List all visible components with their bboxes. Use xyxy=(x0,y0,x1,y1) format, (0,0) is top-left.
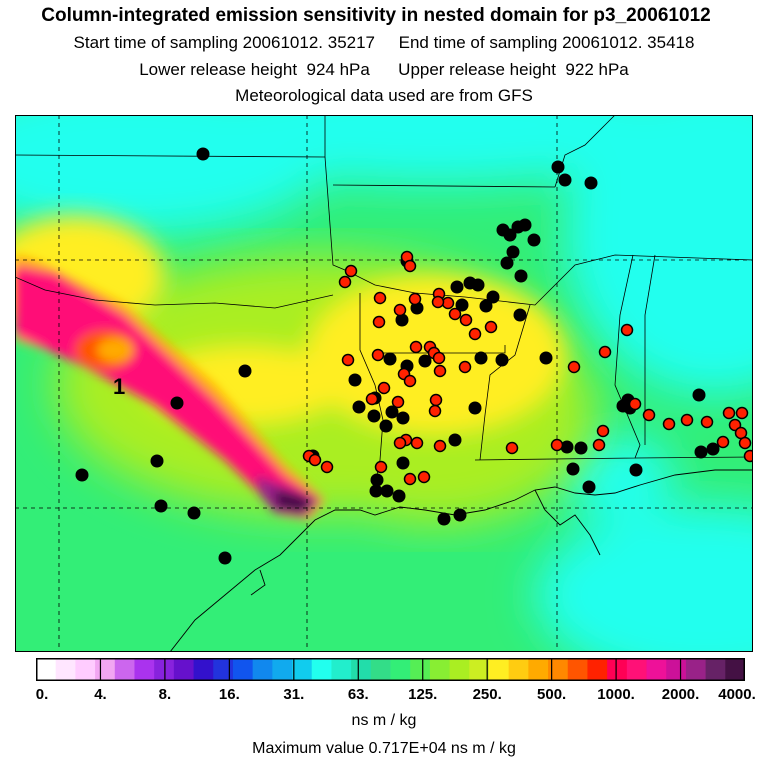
colorbar-swatch xyxy=(154,658,175,681)
colorbar-swatch xyxy=(705,658,726,681)
colorbar-swatch xyxy=(351,658,372,681)
colorbar-swatch xyxy=(114,658,135,681)
colorbar-swatch xyxy=(232,658,254,681)
colorbar-tick-label: 63. xyxy=(347,686,369,703)
colorbar-swatch xyxy=(685,658,707,681)
colorbar-swatch xyxy=(725,658,745,681)
colorbar-swatch xyxy=(508,658,529,681)
colorbar-tick-label: 8. xyxy=(158,686,172,703)
sampling-times: Start time of sampling 20061012. 35217 E… xyxy=(73,33,695,52)
colorbar xyxy=(36,658,745,681)
colorbar-swatch xyxy=(429,658,451,681)
colorbar-swatch xyxy=(528,658,549,681)
release-heights: Lower release height 924 hPa Upper relea… xyxy=(139,60,629,79)
met-data-source: Meteorological data used are from GFS xyxy=(235,86,533,105)
sampling-sites-black xyxy=(75,147,720,565)
colorbar-swatch xyxy=(469,658,490,681)
low-sensitivity-areas xyxy=(15,115,753,652)
colorbar-swatch xyxy=(311,658,332,681)
colorbar-units: ns m / kg xyxy=(351,712,417,729)
colorbar-tick-label: 500. xyxy=(537,686,567,703)
maximum-value: Maximum value 0.717E+04 ns m / kg xyxy=(252,740,516,757)
coastline xyxy=(169,469,753,652)
colorbar-swatch xyxy=(626,658,648,681)
colorbar-swatch xyxy=(213,658,234,681)
colorbar-swatch xyxy=(587,658,608,681)
colorbar-swatch xyxy=(331,658,352,681)
colorbar-tick-label: 125. xyxy=(408,686,438,703)
colorbar-swatch xyxy=(252,658,273,681)
colorbar-swatch xyxy=(95,658,116,681)
colorbar-swatch xyxy=(193,658,214,681)
colorbar-swatch xyxy=(607,658,628,681)
colorbar-swatch xyxy=(666,658,687,681)
sampling-sites-red xyxy=(302,250,753,486)
colorbar-swatch xyxy=(75,658,96,681)
colorbar-swatch xyxy=(370,658,391,681)
state-boundaries xyxy=(15,115,753,496)
colorbar-tick-label: 0. xyxy=(35,686,49,703)
colorbar-swatch xyxy=(55,658,76,681)
colorbar-border xyxy=(36,658,745,681)
colorbar-swatch xyxy=(567,658,588,681)
colorbar-swatch xyxy=(449,658,470,681)
colorbar-swatch xyxy=(488,658,510,681)
colorbar-swatch xyxy=(36,658,57,681)
lat-lon-grid xyxy=(15,115,753,652)
colorbar-swatch xyxy=(410,658,431,681)
colorbar-tick-label: 1000. xyxy=(597,686,635,703)
plot-title: Column-integrated emission sensitivity i… xyxy=(41,5,711,26)
colorbar-tick-label: 31. xyxy=(283,686,305,703)
colorbar-tick-label: 250. xyxy=(472,686,502,703)
emission-plume xyxy=(15,255,325,520)
colorbar-tick-label: 2000. xyxy=(661,686,700,703)
release-point-label: 1 xyxy=(113,374,125,399)
colorbar-swatch xyxy=(390,658,411,681)
colorbar-swatch xyxy=(646,658,667,681)
emission-sensitivity-map: 1 xyxy=(15,115,753,652)
colorbar-swatch xyxy=(548,658,569,681)
colorbar-tick-label: 4000. xyxy=(718,686,756,703)
colorbar-swatch xyxy=(134,658,155,681)
colorbar-swatch xyxy=(272,658,293,681)
colorbar-swatch xyxy=(292,658,313,681)
colorbar-tick-label: 16. xyxy=(218,686,240,703)
colorbar-tick-label: 4. xyxy=(94,686,107,703)
colorbar-swatch xyxy=(173,658,195,681)
